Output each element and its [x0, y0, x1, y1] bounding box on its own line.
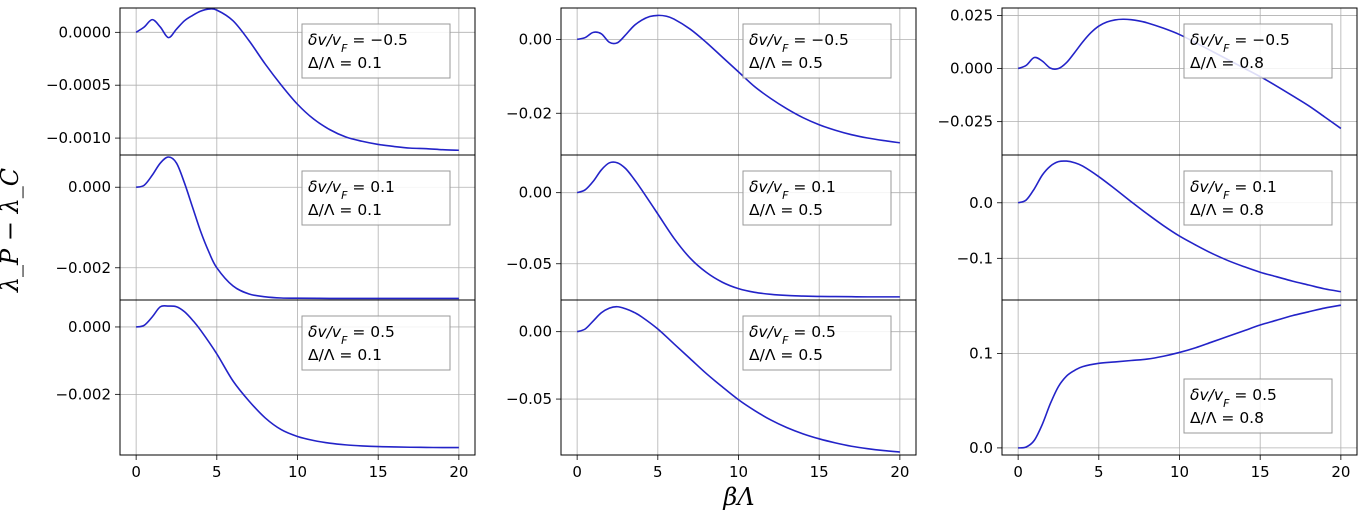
y-tick-label: 0.025 — [950, 6, 993, 24]
legend-box — [301, 170, 451, 226]
legend-entry: δv/vF = 0.5 — [1190, 386, 1277, 410]
y-tick-label: −0.02 — [506, 104, 552, 122]
legend: δv/vF = 0.5Δ/Λ = 0.1 — [301, 315, 451, 371]
legend-entry: δv/vF = 0.1 — [1190, 178, 1277, 202]
chart-panel-0-0: 0.0000 −0.0005 −0.0010 δv/vF = −0.5Δ/Λ = 0.… — [46, 7, 476, 156]
y-tick-label: 0.00 — [519, 323, 552, 341]
legend: δv/vF = 0.5Δ/Λ = 0.5 — [742, 315, 892, 371]
legend-box — [301, 23, 451, 79]
y-tick-label: −0.1 — [957, 249, 993, 267]
x-tick-label: 15 — [810, 463, 829, 481]
legend: δv/vF = 0.1Δ/Λ = 0.5 — [742, 170, 892, 226]
x-tick-label: 0 — [572, 463, 582, 481]
axes-frame — [560, 299, 917, 456]
x-tick-label: 20 — [890, 463, 909, 481]
legend-entry: Δ/Λ = 0.1 — [308, 54, 382, 72]
data-series-line — [135, 156, 459, 300]
y-tick-label: 0.000 — [68, 178, 111, 196]
axes-frame — [1001, 299, 1358, 456]
legend-entry: Δ/Λ = 0.1 — [308, 201, 382, 219]
legend-entry: Δ/Λ = 0.5 — [749, 54, 823, 72]
data-series-line — [576, 305, 900, 453]
x-tick-label: 0 — [131, 463, 141, 481]
chart-panel-0-1: 0.000 −0.002 δv/vF = 0.1Δ/Λ = 0.1 — [55, 154, 476, 301]
y-tick-label: 0.0 — [969, 439, 993, 457]
y-tick-label: 0.00 — [519, 30, 552, 48]
legend-entry: Δ/Λ = 0.5 — [749, 346, 823, 364]
legend-box — [1183, 23, 1333, 79]
y-tick-label: −0.05 — [506, 255, 552, 273]
x-tick-label: 20 — [449, 463, 468, 481]
legend: δv/vF = −0.5Δ/Λ = 0.1 — [301, 23, 451, 79]
data-series-line — [135, 7, 459, 152]
data-series-line — [576, 14, 900, 144]
y-tick-label: −0.002 — [55, 259, 111, 277]
y-tick-label: 0.00 — [519, 184, 552, 202]
legend-box — [742, 170, 892, 226]
axes-frame — [119, 299, 476, 456]
x-tick-label: 5 — [1094, 463, 1104, 481]
y-tick-label: −0.002 — [55, 385, 111, 403]
legend: δv/vF = 0.1Δ/Λ = 0.8 — [1183, 170, 1333, 226]
legend-entry: δv/vF = 0.5 — [308, 323, 395, 347]
legend-box — [742, 23, 892, 79]
legend: δv/vF = −0.5Δ/Λ = 0.8 — [1183, 23, 1333, 79]
y-tick-label: 0.1 — [969, 344, 993, 362]
data-series-line — [1017, 160, 1341, 293]
legend-entry: δv/vF = 0.1 — [308, 178, 395, 202]
data-series-line — [576, 161, 900, 298]
chart-panel-2-2: 0 5 10 15 20 0.1 0.0 δv/vF = 0.5Δ/Λ = 0.8 — [969, 299, 1358, 481]
y-tick-label: −0.0005 — [46, 76, 111, 94]
data-series-line — [1017, 18, 1342, 130]
chart-panel-1-0: 0.00 −0.02 δv/vF = −0.5Δ/Λ = 0.5 — [506, 7, 917, 156]
legend-entry: δv/vF = −0.5 — [1190, 31, 1290, 55]
x-tick-label: 15 — [1251, 463, 1270, 481]
legend-box — [1183, 170, 1333, 226]
x-tick-label: 10 — [288, 463, 307, 481]
legend: δv/vF = −0.5Δ/Λ = 0.5 — [742, 23, 892, 79]
legend-entry: Δ/Λ = 0.1 — [308, 346, 382, 364]
y-tick-label: −0.0010 — [46, 129, 111, 147]
x-tick-label: 10 — [1170, 463, 1189, 481]
chart-panel-2-0: 0.025 0.000 −0.025 δv/vF = −0.5Δ/Λ = 0.8 — [937, 6, 1358, 156]
x-tick-label: 0 — [1013, 463, 1023, 481]
chart-panel-2-1: 0.0 −0.1 δv/vF = 0.1Δ/Λ = 0.8 — [957, 154, 1358, 301]
legend-entry: Δ/Λ = 0.8 — [1190, 54, 1264, 72]
y-axis-label: λ_P − λ_C — [0, 168, 24, 293]
data-series-line — [135, 304, 459, 449]
legend-entry: Δ/Λ = 0.8 — [1190, 201, 1264, 219]
legend-box — [301, 315, 451, 371]
legend-entry: δv/vF = 0.5 — [749, 323, 836, 347]
legend-box — [1183, 378, 1333, 434]
legend-entry: Δ/Λ = 0.5 — [749, 201, 823, 219]
chart-panel-1-1: 0.00 −0.05 δv/vF = 0.1Δ/Λ = 0.5 — [506, 154, 917, 301]
legend-entry: Δ/Λ = 0.8 — [1190, 409, 1264, 427]
y-tick-label: 0.0000 — [59, 23, 112, 41]
y-tick-label: 0.000 — [950, 60, 993, 78]
x-tick-label: 20 — [1331, 463, 1350, 481]
chart-panel-1-2: 0 5 10 15 20 0.00 −0.05 δv/vF = 0.5Δ/Λ = 0.5 — [506, 299, 917, 481]
x-tick-label: 5 — [212, 463, 222, 481]
x-axis-label: βΛ — [722, 483, 754, 511]
chart-panel-0-2: 0 5 10 15 20 0.000 −0.002 δv/vF = 0.5Δ/Λ = 0.1 — [55, 299, 476, 481]
data-series-line — [1018, 304, 1341, 449]
legend-entry: δv/vF = −0.5 — [749, 31, 849, 55]
y-tick-label: 0.0 — [969, 194, 993, 212]
y-tick-label: 0.000 — [68, 318, 111, 336]
legend: δv/vF = 0.5Δ/Λ = 0.8 — [1183, 378, 1333, 434]
x-tick-label: 10 — [729, 463, 748, 481]
legend-entry: δv/vF = −0.5 — [308, 31, 408, 55]
legend-entry: δv/vF = 0.1 — [749, 178, 836, 202]
x-tick-label: 5 — [653, 463, 663, 481]
y-tick-label: −0.025 — [937, 113, 993, 131]
x-tick-label: 15 — [369, 463, 388, 481]
legend: δv/vF = 0.1Δ/Λ = 0.1 — [301, 170, 451, 226]
legend-box — [742, 315, 892, 371]
y-tick-label: −0.05 — [506, 390, 552, 408]
